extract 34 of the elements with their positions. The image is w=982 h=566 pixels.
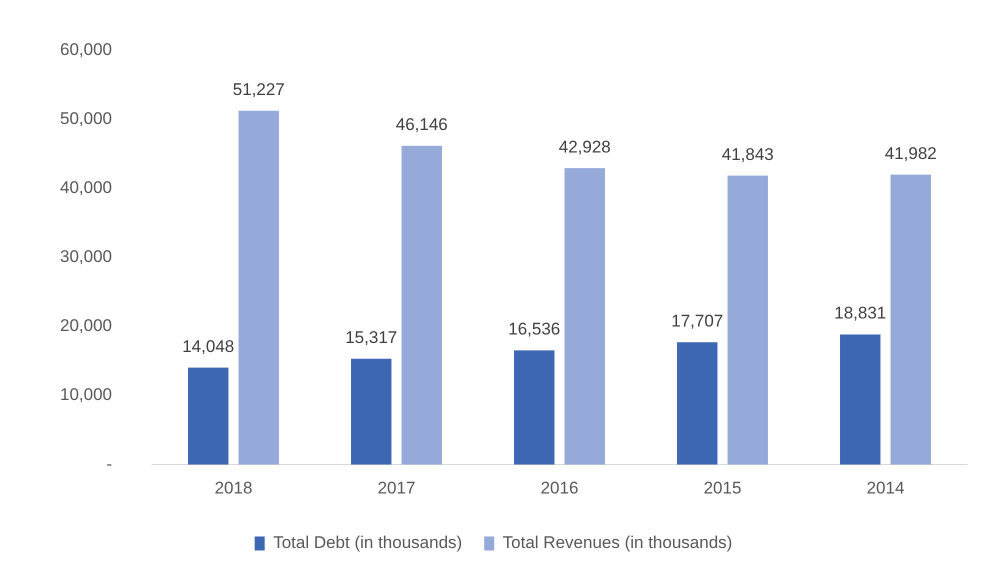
data-label: 17,707 xyxy=(671,311,724,330)
x-tick-label: 2017 xyxy=(378,478,416,498)
x-tick-label: 2015 xyxy=(704,478,742,498)
bar xyxy=(402,146,442,465)
x-tick-label: 2016 xyxy=(540,478,578,498)
data-label: 18,831 xyxy=(834,304,886,323)
y-tick-label: 40,000 xyxy=(60,178,112,198)
data-label: 41,843 xyxy=(722,144,774,164)
data-label: 51,227 xyxy=(232,80,285,99)
y-tick-label: 60,000 xyxy=(60,40,112,59)
x-tick-label: 2014 xyxy=(866,478,904,498)
data-label: 15,317 xyxy=(345,328,398,347)
legend-label: Total Debt (in thousands) xyxy=(273,533,462,552)
y-tick-label: 10,000 xyxy=(60,385,112,404)
bar xyxy=(840,334,880,465)
bar xyxy=(514,350,554,465)
data-label: 41,982 xyxy=(884,144,937,163)
data-label: 16,536 xyxy=(508,320,560,339)
x-tick-label: 2018 xyxy=(214,478,252,498)
data-label: 46,146 xyxy=(396,115,448,134)
data-label: 14,048 xyxy=(182,336,234,356)
legend-label: Total Revenues (in thousands) xyxy=(502,533,732,552)
y-tick-label: 50,000 xyxy=(60,108,112,128)
y-tick-label: 20,000 xyxy=(60,316,112,336)
bar xyxy=(564,168,605,465)
bar xyxy=(677,342,718,465)
bar xyxy=(351,358,392,465)
bar xyxy=(890,174,931,465)
bar xyxy=(238,110,279,465)
bar xyxy=(188,368,228,465)
bar xyxy=(728,176,768,465)
y-tick-label: - xyxy=(106,454,112,474)
data-label: 42,928 xyxy=(558,137,611,156)
y-tick-label: 30,000 xyxy=(60,247,112,266)
